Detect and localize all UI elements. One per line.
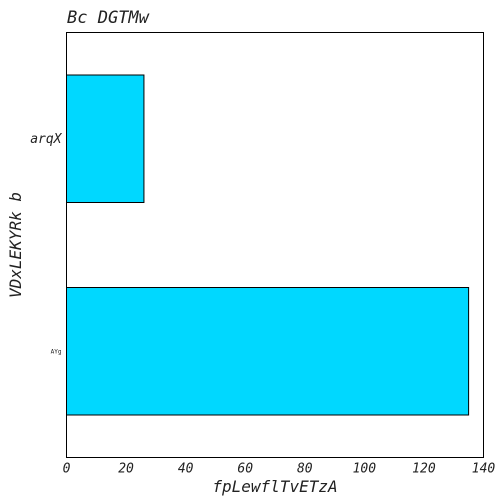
bars-layer [66, 74, 470, 416]
x-tick-label: 100 [353, 462, 377, 477]
bar-AYg [66, 287, 470, 416]
chart-title: Bc DGTMw [67, 8, 150, 28]
x-axis-label: fpLewflTvETzA [212, 477, 337, 496]
y-tick-label: AYg [51, 348, 62, 355]
bar-arqX [66, 74, 145, 203]
x-tick-labels: 0 20 40 60 80 100 120 140 [63, 462, 496, 477]
x-tick-label: 140 [472, 462, 496, 477]
x-tick-label: 60 [237, 462, 253, 477]
x-tick-label: 0 [63, 462, 71, 477]
y-axis-label: VDxLEKYRk b [6, 192, 25, 298]
x-tick-label: 80 [297, 462, 313, 477]
x-tick-label: 40 [178, 462, 194, 477]
y-tick-labels: arqX AYg [30, 132, 62, 356]
x-tick-label: 20 [118, 462, 134, 477]
plot-frame [66, 32, 484, 458]
x-tick-label: 120 [412, 462, 436, 477]
y-tick-label: arqX [30, 132, 62, 147]
